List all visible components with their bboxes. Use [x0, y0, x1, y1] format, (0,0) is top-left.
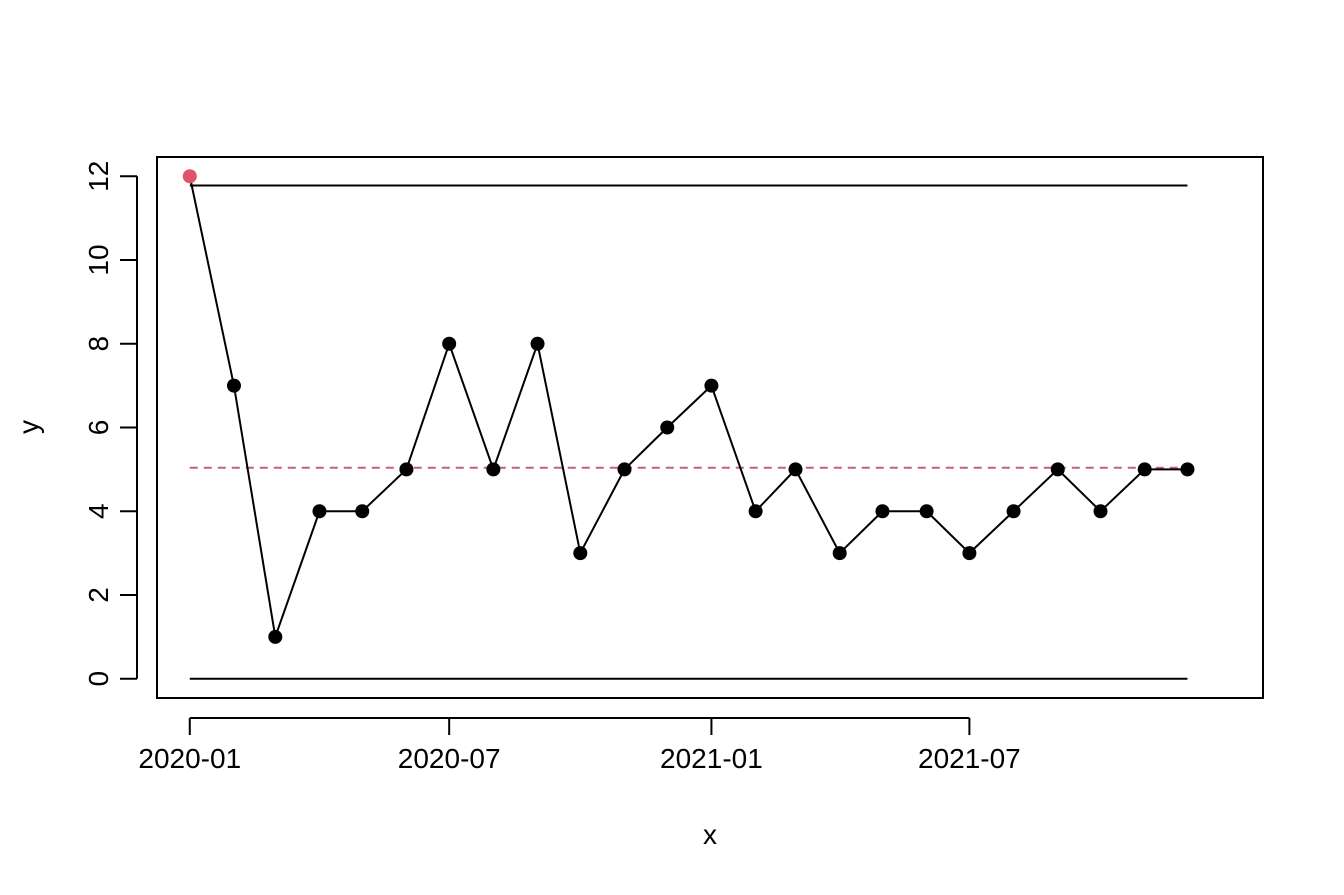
data-point [442, 336, 457, 351]
data-point [1137, 462, 1152, 477]
y-tick-label: 0 [83, 671, 114, 687]
x-tick-label: 2020-01 [138, 743, 241, 774]
x-axis-label: x [703, 819, 717, 850]
y-tick-label: 8 [83, 336, 114, 352]
data-point [486, 462, 501, 477]
series-line [188, 176, 1188, 638]
data-point [962, 546, 977, 561]
data-point [1093, 504, 1108, 519]
data-point [1006, 504, 1021, 519]
y-tick-label: 10 [83, 244, 114, 275]
data-point [268, 629, 283, 644]
data-point [573, 546, 588, 561]
data-point [617, 462, 632, 477]
data-point [660, 420, 675, 435]
data-point [1180, 462, 1195, 477]
data-point [704, 378, 719, 393]
data-point [312, 504, 327, 519]
y-tick-label: 6 [83, 420, 114, 436]
plot-frame [156, 156, 1264, 699]
highlighted-point [182, 169, 197, 184]
y-tick-label: 2 [83, 587, 114, 603]
data-point [875, 504, 890, 519]
data-point [1050, 462, 1065, 477]
data-point [788, 462, 803, 477]
data-point [919, 504, 934, 519]
data-point [399, 462, 414, 477]
y-axis-label: y [13, 420, 44, 434]
x-tick-label: 2021-01 [660, 743, 763, 774]
y-tick-label: 4 [83, 503, 114, 519]
axes-layer: 2020-01 2020-07 2021-01 2021-07 0 2 4 6 8 10 12 [83, 161, 1021, 774]
data-point [748, 504, 763, 519]
data-point [832, 546, 847, 561]
data-point [530, 336, 545, 351]
data-point [226, 378, 241, 393]
x-tick-label: 2021-07 [918, 743, 1021, 774]
data-point [355, 504, 370, 519]
plot-layer [182, 169, 1195, 680]
x-tick-label: 2020-07 [398, 743, 501, 774]
y-tick-label: 12 [83, 161, 114, 192]
